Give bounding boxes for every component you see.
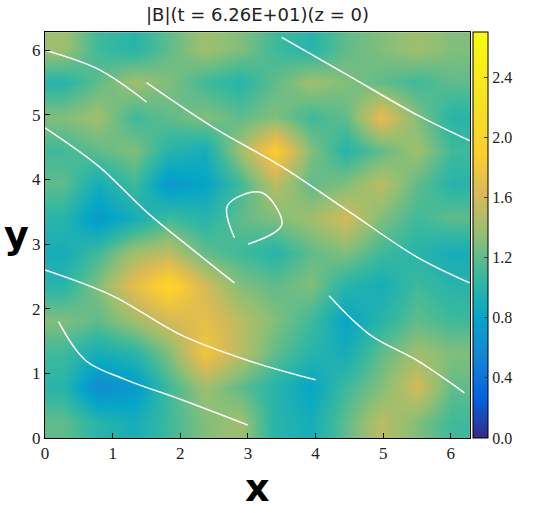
svg-text:0.4: 0.4: [492, 369, 512, 386]
svg-text:y: y: [4, 213, 29, 257]
svg-text:5: 5: [32, 106, 41, 125]
svg-text:2.4: 2.4: [492, 69, 512, 86]
svg-text:1: 1: [108, 444, 117, 463]
svg-text:0.0: 0.0: [492, 430, 512, 447]
svg-text:2.0: 2.0: [492, 129, 512, 146]
svg-text:1.6: 1.6: [492, 189, 512, 206]
svg-text:5: 5: [379, 444, 388, 463]
svg-text:6: 6: [447, 444, 456, 463]
svg-text:1.2: 1.2: [492, 249, 512, 266]
svg-text:3: 3: [32, 235, 41, 254]
svg-text:3: 3: [244, 444, 253, 463]
svg-text:2: 2: [32, 300, 41, 319]
svg-text:4: 4: [311, 444, 320, 463]
svg-text:x: x: [245, 466, 270, 510]
svg-text:6: 6: [32, 41, 41, 60]
svg-text:0: 0: [41, 444, 50, 463]
svg-text:0.8: 0.8: [492, 309, 512, 326]
svg-text:1: 1: [32, 364, 41, 383]
svg-text:2: 2: [176, 444, 185, 463]
svg-text:|B|(t = 6.26E+01)(z = 0): |B|(t = 6.26E+01)(z = 0): [146, 4, 369, 25]
svg-text:4: 4: [32, 170, 41, 189]
svg-text:0: 0: [32, 429, 41, 448]
